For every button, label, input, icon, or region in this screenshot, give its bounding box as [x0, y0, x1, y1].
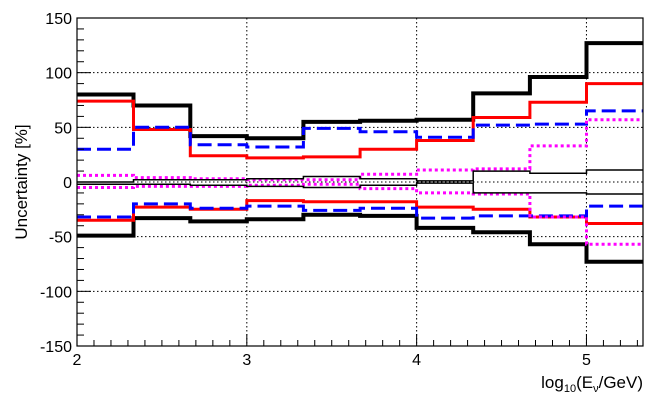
- series-line-8: [77, 169, 643, 183]
- tick-labels: 2 3 4 5 -150 -100 -50 0 50 100 150: [40, 11, 591, 369]
- series-line-7: [77, 182, 643, 246]
- x-axis-title: log10(Eν/GeV): [541, 373, 643, 395]
- x-tick-label-2: 4: [412, 352, 421, 369]
- series-layer: [77, 41, 643, 264]
- y-tick-label-2: -50: [49, 230, 72, 247]
- x-tick-label-1: 3: [242, 352, 251, 369]
- y-tick-label-6: 150: [45, 11, 72, 28]
- y-tick-label-4: 50: [54, 120, 72, 137]
- x-axis-title-mid: (E: [576, 373, 593, 392]
- x-axis-title-base-sub: 10: [564, 383, 576, 395]
- y-tick-label-0: -150: [40, 339, 72, 356]
- series-line-6: [77, 118, 643, 182]
- axis-ticks: [76, 17, 638, 347]
- series-line-4: [77, 109, 643, 151]
- series-line-0: [77, 41, 643, 141]
- y-axis-title: Uncertainty [%]: [12, 124, 31, 239]
- series-line-1: [77, 212, 643, 264]
- grid-lines: [77, 18, 643, 346]
- y-tick-label-1: -100: [40, 284, 72, 301]
- y-tick-label-3: 0: [63, 175, 72, 192]
- x-tick-label-0: 2: [73, 352, 82, 369]
- series-line-9: [77, 182, 643, 195]
- x-axis-title-mid-sub: ν: [593, 383, 599, 395]
- x-tick-label-3: 5: [582, 352, 591, 369]
- x-axis-title-end: /GeV): [599, 373, 643, 392]
- x-axis-title-base: log: [541, 373, 564, 392]
- y-tick-label-5: 100: [45, 66, 72, 83]
